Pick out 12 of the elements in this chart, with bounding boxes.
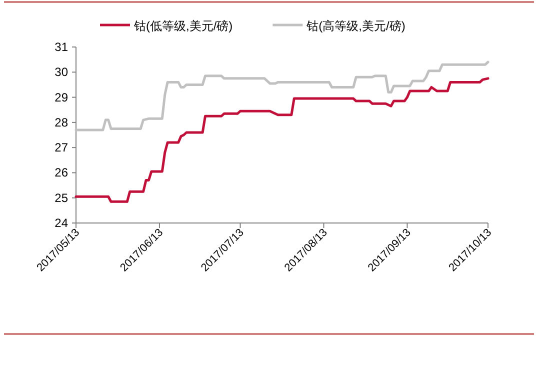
line-series [74,77,490,203]
line-series [74,60,490,132]
y-tick-label: 31 [54,40,68,54]
y-tick-label: 24 [54,216,68,230]
y-tick-label: 28 [54,115,68,130]
y-tick-label: 25 [54,190,68,205]
y-tick-label: 27 [54,140,68,155]
legend-label: 钴(高等级,美元/磅) [306,19,406,33]
legend-label: 钴(低等级,美元/磅) [133,19,233,33]
y-tick-label: 30 [54,65,68,80]
y-tick-label: 29 [54,90,68,104]
y-tick-label: 26 [54,166,68,180]
